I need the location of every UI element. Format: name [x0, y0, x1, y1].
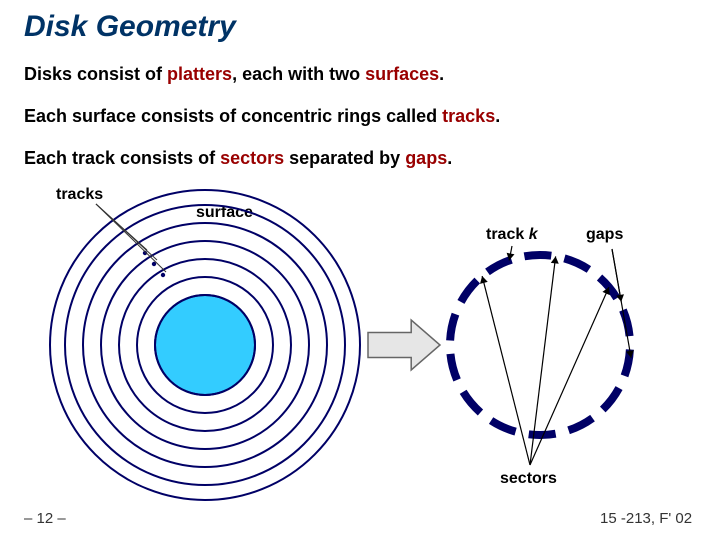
gap-pointer-arrows	[612, 249, 634, 358]
zoom-arrow	[368, 320, 440, 370]
platter-rings	[50, 190, 360, 500]
track-detail-ring	[450, 255, 630, 435]
diagram-canvas	[0, 0, 720, 540]
